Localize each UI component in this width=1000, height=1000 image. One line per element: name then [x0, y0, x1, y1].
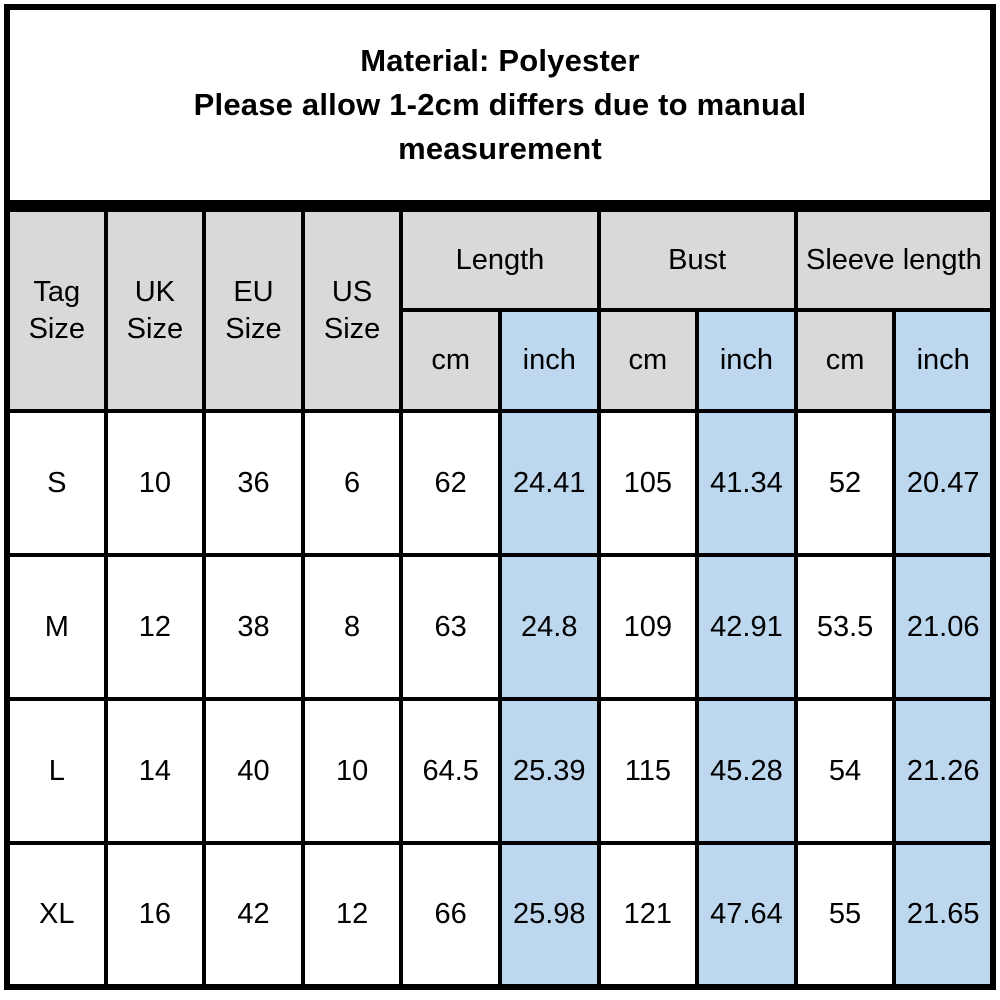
cell-bust-inch: 41.34	[695, 409, 798, 557]
cell-sleeve-inch: 21.65	[892, 841, 995, 989]
cell-eu-size: 36	[202, 409, 305, 557]
cell-length-inch: 25.39	[497, 697, 601, 845]
cell-tag-size: L	[5, 697, 108, 845]
cell-bust-cm: 109	[596, 553, 700, 701]
cell-uk-size: 16	[103, 841, 207, 989]
col-header-uk-size: UK Size	[103, 207, 207, 413]
cell-length-inch: 24.8	[497, 553, 601, 701]
cell-bust-inch: 42.91	[695, 553, 798, 701]
cell-length-cm: 62	[399, 409, 502, 557]
cell-tag-size: S	[5, 409, 108, 557]
size-row-xl: XL 16 42 12 66 25.98 121 47.64 55 21.65	[5, 841, 995, 989]
cell-length-inch: 24.41	[497, 409, 601, 557]
material-note-box: Material: Polyester Please allow 1-2cm d…	[4, 4, 996, 206]
cell-sleeve-inch: 21.06	[892, 553, 995, 701]
cell-bust-inch: 45.28	[695, 697, 798, 845]
cell-tag-size: M	[5, 553, 108, 701]
cell-length-cm: 63	[399, 553, 502, 701]
size-table: Tag Size UK Size EU Size US Size Length …	[4, 206, 996, 990]
subheader-sleeve-cm: cm	[793, 308, 897, 413]
cell-bust-cm: 121	[596, 841, 700, 989]
cell-bust-cm: 105	[596, 409, 700, 557]
size-row-s: S 10 36 6 62 24.41 105 41.34 52 20.47	[5, 409, 995, 557]
cell-sleeve-inch: 21.26	[892, 697, 995, 845]
cell-length-inch: 25.98	[497, 841, 601, 989]
cell-uk-size: 10	[103, 409, 207, 557]
size-row-m: M 12 38 8 63 24.8 109 42.91 53.5 21.06	[5, 553, 995, 701]
cell-sleeve-inch: 20.47	[892, 409, 995, 557]
subheader-sleeve-inch: inch	[892, 308, 995, 413]
col-header-length: Length	[399, 207, 601, 312]
subheader-bust-cm: cm	[596, 308, 700, 413]
subheader-length-cm: cm	[399, 308, 502, 413]
note-line-material: Material: Polyester	[360, 43, 640, 78]
cell-eu-size: 42	[202, 841, 305, 989]
cell-us-size: 8	[300, 553, 404, 701]
header-row-units: cm inch cm inch cm inch	[7, 308, 995, 413]
cell-us-size: 10	[300, 697, 404, 845]
cell-sleeve-cm: 53.5	[793, 553, 897, 701]
col-header-sleeve-length: Sleeve length	[793, 207, 996, 312]
cell-length-cm: 66	[399, 841, 502, 989]
col-header-us-size: US Size	[300, 207, 404, 413]
col-header-eu-size: EU Size	[202, 207, 305, 413]
cell-length-cm: 64.5	[399, 697, 502, 845]
cell-bust-inch: 47.64	[695, 841, 798, 989]
cell-us-size: 6	[300, 409, 404, 557]
cell-eu-size: 40	[202, 697, 305, 845]
subheader-bust-inch: inch	[695, 308, 798, 413]
note-line-tolerance: Please allow 1-2cm differs due to manual	[193, 87, 807, 122]
cell-eu-size: 38	[202, 553, 305, 701]
cell-sleeve-cm: 52	[793, 409, 897, 557]
cell-us-size: 12	[300, 841, 404, 989]
cell-bust-cm: 115	[596, 697, 700, 845]
cell-sleeve-cm: 55	[793, 841, 897, 989]
col-header-bust: Bust	[596, 207, 798, 312]
subheader-length-inch: inch	[497, 308, 601, 413]
header-row-groups: Tag Size UK Size EU Size US Size Length …	[5, 207, 996, 413]
size-row-l: L 14 40 10 64.5 25.39 115 45.28 54 21.26	[5, 697, 995, 845]
cell-uk-size: 14	[103, 697, 207, 845]
note-line-measurement: measurement	[398, 131, 602, 166]
col-header-tag-size: Tag Size	[5, 207, 108, 413]
cell-sleeve-cm: 54	[793, 697, 897, 845]
cell-uk-size: 12	[103, 553, 207, 701]
cell-tag-size: XL	[5, 841, 108, 989]
